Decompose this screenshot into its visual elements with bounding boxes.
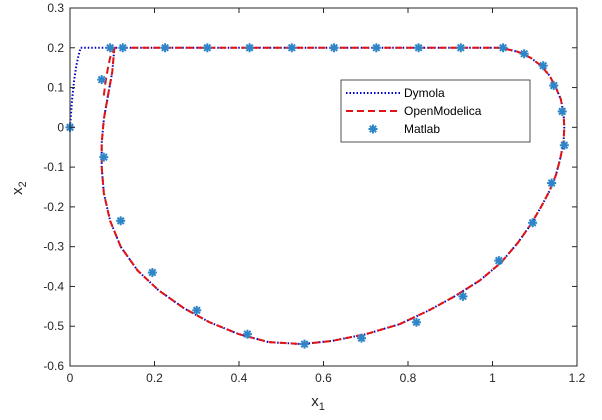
marker-stroke bbox=[330, 43, 338, 52]
marker-stroke bbox=[539, 61, 548, 70]
x-axis-label: x1 bbox=[311, 393, 325, 413]
marker-matlab bbox=[557, 106, 567, 116]
marker-matlab bbox=[494, 256, 504, 266]
marker-stroke bbox=[99, 153, 108, 162]
legend: Dymola OpenModelica Matlab bbox=[340, 79, 531, 143]
marker-matlab bbox=[371, 43, 381, 53]
marker-matlab bbox=[160, 43, 170, 53]
marker-stroke bbox=[97, 75, 106, 84]
y-axis: -0.6 -0.5 -0.4 -0.3 -0.2 -0.1 0 0.1 0.2 0.3 bbox=[43, 1, 577, 373]
marker-matlab bbox=[538, 61, 548, 71]
y-tick-label: -0.3 bbox=[43, 240, 64, 254]
marker-matlab bbox=[528, 218, 538, 228]
marker-matlab bbox=[329, 43, 339, 53]
legend-swatch-matlab bbox=[368, 124, 378, 134]
marker-matlab bbox=[456, 43, 466, 53]
marker-stroke bbox=[528, 218, 537, 227]
x-tick-label: 0.8 bbox=[400, 371, 417, 385]
marker-stroke bbox=[287, 43, 296, 52]
marker-stroke bbox=[547, 179, 556, 187]
marker-stroke bbox=[245, 43, 254, 52]
marker-stroke bbox=[116, 216, 125, 225]
marker-matlab bbox=[105, 43, 115, 53]
marker-matlab bbox=[97, 75, 107, 85]
y-tick-label: -0.1 bbox=[43, 160, 64, 174]
marker-matlab bbox=[414, 43, 424, 53]
plot-frame bbox=[69, 7, 578, 367]
marker-matlab bbox=[458, 291, 468, 301]
marker-matlab bbox=[118, 43, 128, 53]
marker-stroke bbox=[456, 43, 465, 52]
y-tick-label: -0.2 bbox=[43, 200, 64, 214]
marker-matlab bbox=[498, 43, 508, 53]
marker-stroke bbox=[106, 43, 115, 52]
y-tick-label: 0.3 bbox=[47, 1, 64, 15]
legend-label-openmodelica: OpenModelica bbox=[404, 104, 482, 118]
y-tick-label: 0 bbox=[57, 120, 64, 134]
marker-matlab bbox=[147, 268, 157, 278]
marker-stroke bbox=[192, 306, 201, 315]
marker-stroke bbox=[161, 43, 169, 52]
marker-stroke bbox=[300, 340, 309, 349]
marker-matlab bbox=[116, 216, 126, 226]
y-tick-label: 0.2 bbox=[47, 41, 64, 55]
series-line-openmodelica bbox=[100, 46, 566, 346]
y-tick-label: -0.5 bbox=[43, 319, 64, 333]
marker-matlab bbox=[287, 43, 297, 53]
y-tick-label: 0.1 bbox=[47, 81, 64, 95]
marker-stroke bbox=[203, 43, 212, 52]
marker-matlab bbox=[357, 333, 367, 343]
marker-stroke bbox=[357, 334, 366, 343]
x-tick-label: 1.2 bbox=[569, 371, 586, 385]
marker-stroke bbox=[549, 81, 558, 90]
marker-stroke bbox=[520, 49, 529, 58]
marker-matlab bbox=[549, 81, 559, 91]
marker-stroke bbox=[148, 268, 157, 277]
plot-area bbox=[65, 43, 569, 349]
y-tick-label: -0.6 bbox=[43, 359, 64, 373]
marker-matlab bbox=[411, 317, 421, 327]
x-axis: 0 0.2 0.4 0.6 0.8 1 1.2 bbox=[67, 8, 586, 385]
y-tick-label: -0.4 bbox=[43, 279, 64, 293]
marker-stroke bbox=[412, 318, 421, 327]
x-tick-label: 0.6 bbox=[315, 371, 332, 385]
legend-label-dymola: Dymola bbox=[404, 86, 445, 100]
marker-matlab bbox=[192, 305, 202, 315]
legend-label-matlab: Matlab bbox=[404, 122, 440, 136]
marker-stroke bbox=[560, 141, 569, 150]
x-tick-label: 1 bbox=[489, 371, 496, 385]
marker-stroke bbox=[372, 43, 381, 52]
marker-matlab bbox=[299, 339, 309, 349]
marker-matlab bbox=[242, 329, 252, 339]
x-tick-label: 0.2 bbox=[146, 371, 163, 385]
marker-stroke bbox=[414, 43, 423, 52]
marker-matlab bbox=[519, 49, 529, 59]
marker-matlab bbox=[202, 43, 212, 53]
marker-matlab bbox=[559, 140, 569, 150]
marker-stroke bbox=[459, 292, 467, 301]
marker-stroke bbox=[494, 256, 503, 265]
marker-stroke bbox=[558, 107, 567, 116]
y-axis-label: x2 bbox=[9, 181, 29, 195]
marker-matlab bbox=[99, 152, 109, 162]
marker-stroke bbox=[499, 43, 507, 52]
marker-stroke bbox=[243, 330, 252, 339]
marker-matlab bbox=[547, 178, 557, 188]
marker-stroke bbox=[118, 43, 127, 52]
x-tick-label: 0.4 bbox=[231, 371, 248, 385]
x-tick-label: 0 bbox=[67, 371, 74, 385]
marker-matlab bbox=[245, 43, 255, 53]
